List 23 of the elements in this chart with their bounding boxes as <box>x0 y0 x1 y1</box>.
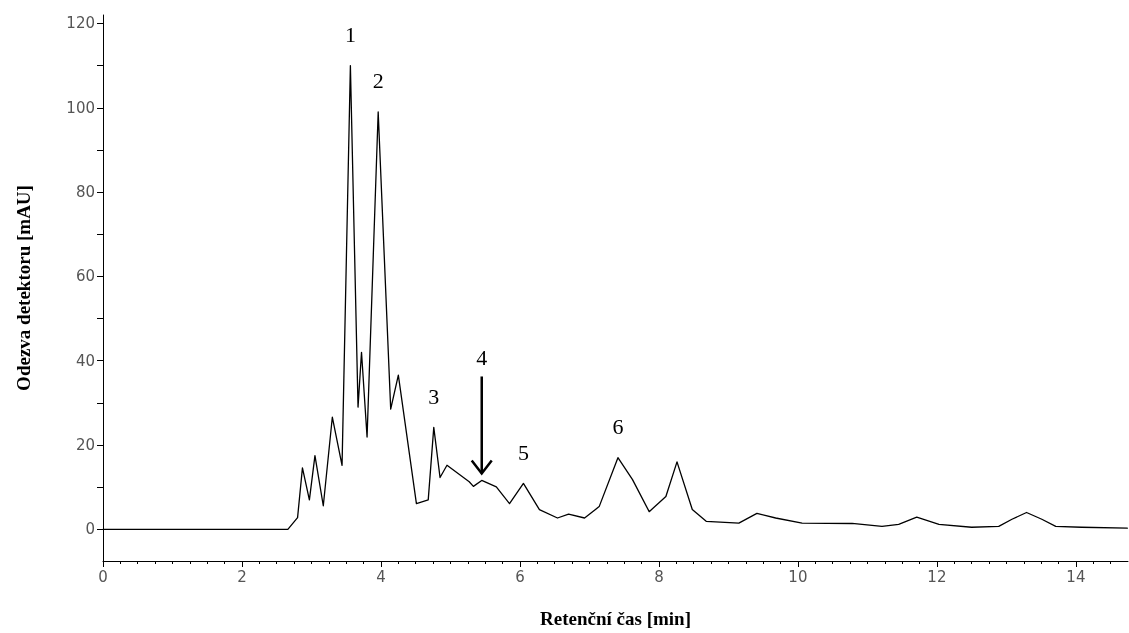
y-axis-title: Odezva detektoru [mAU] <box>13 185 34 391</box>
x-tick-label: 6 <box>515 567 525 586</box>
x-tick-label: 4 <box>376 567 386 586</box>
annotation: 2 <box>372 68 384 94</box>
y-tick-label: 0 <box>85 520 95 539</box>
annotation: 3 <box>428 383 440 409</box>
x-axis-title: Retenční čas [min] <box>540 608 691 629</box>
y-tick-label: 80 <box>75 183 95 202</box>
annotation: 6 <box>612 414 624 440</box>
annotation: 4 <box>476 344 488 370</box>
x-tick-label: 0 <box>98 567 108 586</box>
x-tick-label: 10 <box>788 567 808 586</box>
y-tick-label: 20 <box>75 436 95 455</box>
annotation: 5 <box>517 439 529 465</box>
y-tick-label: 40 <box>75 351 95 370</box>
annotation: 1 <box>344 22 356 48</box>
y-tick-label: 120 <box>66 14 95 33</box>
x-tick-label: 2 <box>237 567 247 586</box>
x-tick-label: 12 <box>927 567 947 586</box>
x-tick-label: 14 <box>1066 567 1086 586</box>
y-tick-label: 100 <box>66 98 95 117</box>
y-tick-label: 60 <box>75 267 95 286</box>
x-tick-label: 8 <box>654 567 664 586</box>
